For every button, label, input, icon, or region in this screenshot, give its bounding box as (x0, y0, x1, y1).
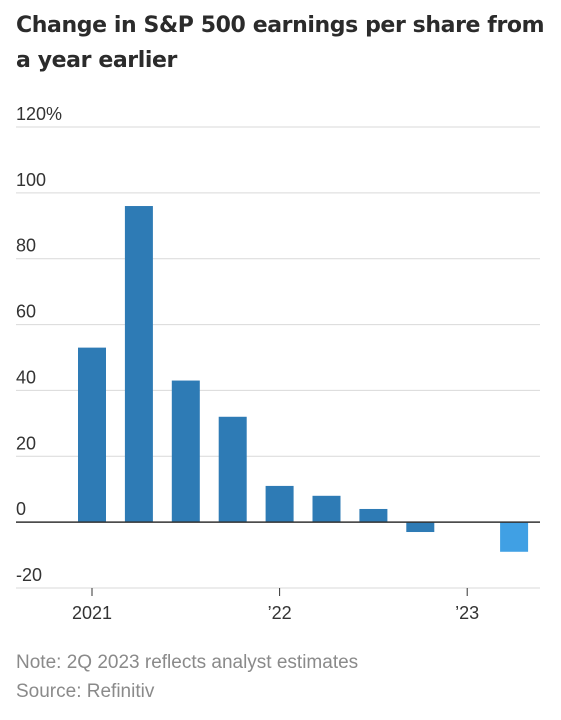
bar (218, 416, 247, 523)
x-tick-label: ’22 (268, 603, 292, 623)
y-axis-labels: -20 0 20 40 60 80 100 120% (16, 104, 62, 585)
y-tick-label: 40 (16, 367, 36, 387)
bar (124, 206, 153, 523)
note-text: Note: 2Q 2023 reflects analyst estimates (16, 652, 359, 673)
x-tick-label: 2021 (72, 603, 112, 623)
y-tick-label: 0 (16, 499, 26, 519)
bar (78, 347, 106, 523)
bar (265, 485, 294, 523)
y-tick-label: 60 (16, 302, 36, 322)
x-tick-label: ’23 (455, 603, 479, 623)
source-text: Source: Refinitiv (16, 681, 155, 702)
y-tick-label: 80 (16, 236, 36, 256)
chart-notes: Note: 2Q 2023 reflects analyst estimates… (16, 648, 358, 706)
y-tick-label: 20 (16, 433, 36, 453)
bar (359, 508, 388, 523)
chart-title: Change in S&P 500 earnings per share fro… (16, 13, 545, 73)
y-tick-label: 100 (16, 170, 46, 190)
bar-chart: -20 0 20 40 60 80 100 120% 2021 ’22 ’23 (16, 104, 540, 623)
bars (78, 206, 529, 552)
x-axis: 2021 ’22 ’23 (16, 587, 540, 623)
bar (500, 522, 529, 552)
bar (312, 495, 341, 523)
y-tick-label: 120% (16, 104, 62, 124)
y-tick-label: -20 (16, 565, 42, 585)
bar (171, 380, 200, 523)
bar (406, 522, 435, 533)
